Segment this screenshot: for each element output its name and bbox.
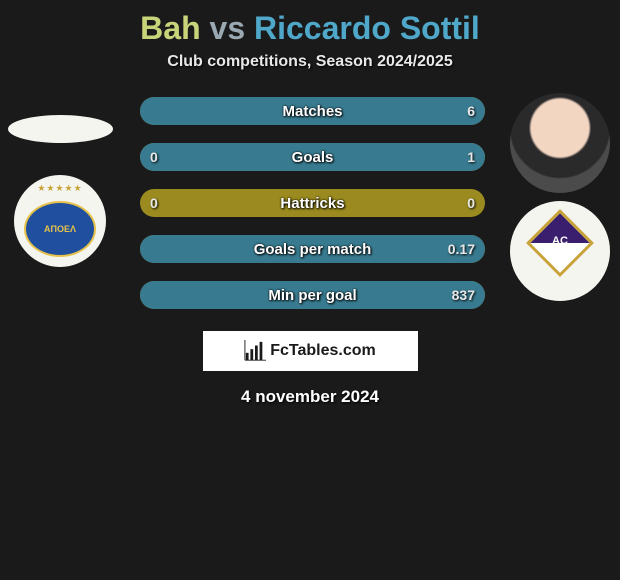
snapshot-date: 4 november 2024 [0, 387, 620, 407]
player1-club-label: ΑΠΟΕΛ [24, 201, 96, 257]
vs-text: vs [210, 10, 246, 46]
stat-label: Min per goal [268, 287, 356, 304]
stat-bar: Goals per match 0.17 [140, 235, 485, 263]
stat-value-p1: 0 [150, 149, 158, 165]
stat-value-p2: 0 [467, 195, 475, 211]
stat-label: Matches [282, 103, 342, 120]
player1-column: ΑΠΟΕΛ [0, 97, 120, 275]
stat-bar: 0 Goals 1 [140, 143, 485, 171]
player2-avatar [510, 93, 610, 193]
stat-label: Goals [292, 149, 334, 166]
branding-badge: FcTables.com [203, 331, 418, 371]
player1-name: Bah [140, 10, 200, 46]
stat-value-p2: 0.17 [448, 241, 475, 257]
stat-bars: Matches 6 0 Goals 1 0 Hattricks 0 Goals per matc… [140, 97, 485, 309]
player2-column: AC [500, 97, 620, 309]
stat-value-p2: 837 [452, 287, 475, 303]
stat-value-p2: 1 [467, 149, 475, 165]
comparison-title: Bah vs Riccardo Sottil [0, 0, 620, 53]
stat-bar: Min per goal 837 [140, 281, 485, 309]
stat-bar: Matches 6 [140, 97, 485, 125]
stat-label: Goals per match [254, 241, 372, 258]
player2-club-label: AC [510, 235, 610, 247]
stat-value-p2: 6 [467, 103, 475, 119]
player1-club-badge: ΑΠΟΕΛ [14, 175, 106, 267]
stat-value-p1: 0 [150, 195, 158, 211]
chart-icon [244, 340, 266, 362]
stat-bar: 0 Hattricks 0 [140, 189, 485, 217]
subtitle: Club competitions, Season 2024/2025 [0, 53, 620, 71]
comparison-content: ΑΠΟΕΛ AC Matches 6 0 Goals 1 0 Hattricks 0 Goals… [0, 97, 620, 309]
stat-label: Hattricks [280, 195, 344, 212]
player2-name: Riccardo Sottil [254, 10, 480, 46]
player1-avatar [8, 115, 113, 143]
player2-club-badge: AC [510, 201, 610, 301]
branding-text: FcTables.com [270, 342, 376, 360]
